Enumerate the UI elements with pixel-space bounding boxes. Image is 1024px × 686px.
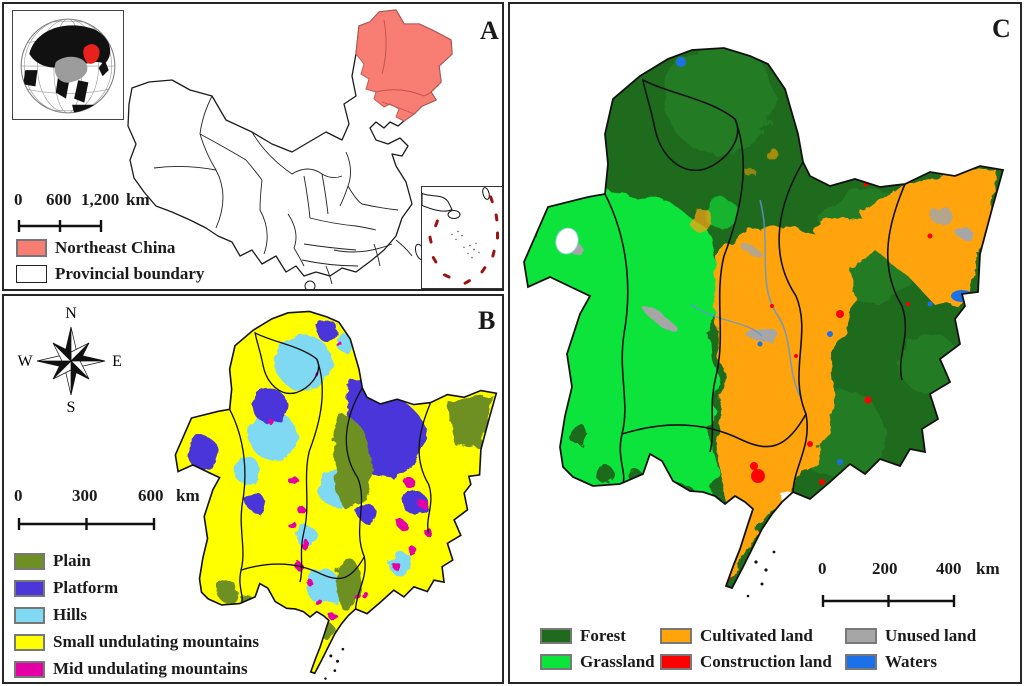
legend-swatch-plain: [14, 552, 45, 570]
scalebar-b-tick0: 0: [14, 486, 23, 505]
legend-swatch-waters: [845, 654, 877, 670]
legend-swatch-grassland: [540, 654, 572, 670]
islands-c: [746, 550, 776, 598]
legend-label-hills: Hills: [53, 605, 88, 624]
scalebar-a: 0 600 1,200 km: [4, 4, 204, 244]
scalebar-b-tick1: 300: [72, 486, 98, 505]
scalebar-c-unit: km: [976, 559, 1000, 578]
legend-label-construction-land: Construction land: [700, 652, 832, 671]
scalebar-c: 0 200 400 km: [810, 559, 1020, 619]
compass-rose: N E S W: [16, 304, 126, 416]
province-borders-c: [604, 78, 907, 493]
panel-b-label: B: [478, 306, 496, 335]
globe-northeast-highlight: [83, 44, 100, 64]
compass-west-label: W: [17, 353, 33, 370]
south-china-sea-inset: [421, 186, 503, 289]
legend-item-hills: Hills: [14, 605, 87, 625]
legend-swatch-platform: [14, 579, 45, 597]
scalebar-c-tick0: 0: [818, 559, 827, 578]
legend-swatch-hills: [14, 606, 45, 624]
scalebar-c-tick1: 200: [872, 559, 898, 578]
panel-c-label: C: [992, 14, 1011, 43]
compass-south-label: S: [67, 399, 76, 416]
legend-item-northeast-china: Northeast China: [16, 238, 175, 258]
legend-item-construction-land: Construction land: [660, 652, 832, 672]
globe-inset: [12, 10, 124, 120]
islands-b: [324, 647, 345, 680]
globe-locator: [20, 18, 116, 114]
scalebar-b: 0 300 600 km: [4, 296, 224, 546]
hulun-lake: [555, 227, 579, 255]
legend-item-forest: Forest: [540, 626, 626, 646]
legend-item-platform: Platform: [14, 578, 118, 598]
legend-label-platform: Platform: [53, 578, 119, 597]
sea-inset-hainan: [447, 210, 461, 219]
legend-item-small-undulating-mountains: Small undulating mountains: [14, 632, 259, 652]
legend-swatch-construction-land: [660, 654, 692, 670]
landuse-map: [523, 47, 1004, 598]
panel-c: C 0 200 400 km Forest Grassland Cultivat: [508, 2, 1022, 684]
province-borders-b: [229, 331, 432, 609]
legend-label-grassland: Grassland: [580, 652, 655, 671]
cultivated-patches: [688, 148, 998, 580]
legend-swatch-provincial-boundary: [16, 265, 47, 283]
legend-swatch-small-undulating-mountains: [14, 633, 45, 651]
legend-item-cultivated-land: Cultivated land: [660, 626, 813, 646]
scalebar-a-tick1: 600: [46, 190, 72, 209]
northeast-internal-borders: [375, 19, 432, 115]
hainan-island: [304, 280, 316, 289]
legend-label-cultivated-land: Cultivated land: [700, 626, 813, 645]
china-map: [127, 9, 453, 289]
legend-c: Forest Grassland Cultivated land Constru…: [510, 624, 1024, 682]
legend-swatch-mid-undulating-mountains: [14, 660, 45, 678]
northeast-china-region: [355, 9, 453, 122]
legend-swatch-cultivated-land: [660, 628, 692, 644]
scalebar-b-unit: km: [176, 486, 200, 505]
sea-inset-coastline: [421, 192, 453, 212]
terrain-map: [174, 310, 498, 680]
legend-swatch-unused-land: [845, 628, 877, 644]
sea-inset-taiwan: [482, 187, 490, 200]
scalebar-a-unit: km: [126, 190, 150, 209]
scalebar-a-tick2: 1,200: [81, 190, 120, 209]
legend-label-mid-undulating-mountains: Mid undulating mountains: [53, 659, 248, 678]
globe-china: [54, 56, 88, 83]
legend-item-grassland: Grassland: [540, 652, 655, 672]
legend-item-waters: Waters: [845, 652, 937, 672]
legend-swatch-northeast-china: [16, 239, 47, 257]
legend-label-waters: Waters: [885, 652, 937, 671]
legend-label-provincial-boundary: Provincial boundary: [55, 264, 205, 283]
compass-north-label: N: [65, 305, 77, 322]
panel-a-label: A: [480, 16, 499, 45]
province-borders: [153, 95, 413, 285]
legend-label-small-undulating-mountains: Small undulating mountains: [53, 632, 259, 651]
scalebar-c-tick2: 400: [936, 559, 962, 578]
scalebar-c-bar: [821, 595, 956, 607]
legend-label-plain: Plain: [53, 551, 91, 570]
legend-item-unused-land: Unused land: [845, 626, 976, 646]
scalebar-a-bar: [17, 220, 103, 232]
scalebar-a-tick0: 0: [14, 190, 23, 209]
legend-item-provincial-boundary: Provincial boundary: [16, 264, 204, 284]
scalebar-b-tick2: 600: [138, 486, 164, 505]
legend-label-unused-land: Unused land: [885, 626, 977, 645]
compass-east-label: E: [112, 353, 122, 370]
scalebar-b-bar: [17, 518, 156, 530]
panel-a: A 0 600 1,200 km Northeast China Provinc…: [2, 2, 504, 291]
sea-inset-islands: [451, 230, 480, 259]
nine-dash-line: [428, 195, 499, 285]
panel-b: N E S W B 0 300 600 km Plain P: [2, 294, 504, 684]
compass-star: [36, 326, 106, 396]
legend-swatch-forest: [540, 628, 572, 644]
legend-label-northeast-china: Northeast China: [55, 238, 176, 257]
legend-label-forest: Forest: [580, 626, 626, 645]
legend-item-mid-undulating-mountains: Mid undulating mountains: [14, 659, 248, 679]
legend-item-plain: Plain: [14, 551, 91, 571]
